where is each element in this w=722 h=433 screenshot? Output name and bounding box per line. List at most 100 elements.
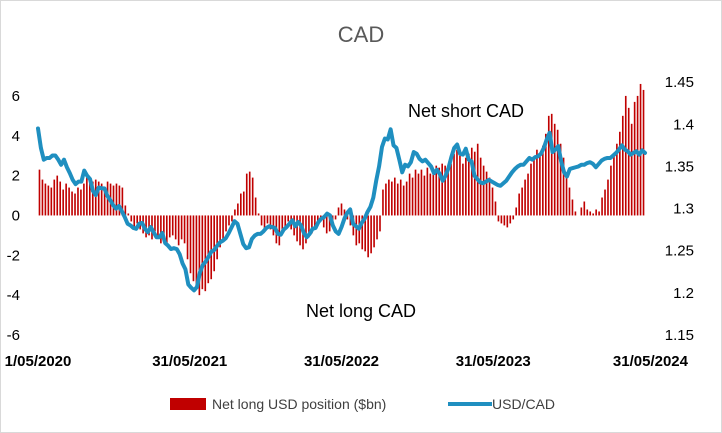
bar xyxy=(231,215,233,222)
bar xyxy=(373,215,375,248)
bar xyxy=(506,215,509,228)
bar xyxy=(124,205,127,216)
bar xyxy=(237,203,239,216)
bar xyxy=(619,131,621,216)
right-axis-ticks: 1.45 1.4 1.35 1.3 1.25 1.2 1.15 xyxy=(665,74,694,344)
bar xyxy=(207,215,210,284)
bar xyxy=(100,183,103,216)
bar xyxy=(337,207,340,216)
bar xyxy=(168,215,171,238)
bar xyxy=(103,187,106,216)
bar xyxy=(115,183,118,216)
bar xyxy=(322,215,325,228)
bar xyxy=(180,215,183,240)
bar xyxy=(254,197,257,216)
bar xyxy=(343,209,346,216)
bar xyxy=(59,181,62,216)
annotation-net-long: Net long CAD xyxy=(306,301,416,321)
bar xyxy=(163,215,165,242)
bar xyxy=(423,175,426,216)
bar xyxy=(396,183,399,216)
bar xyxy=(450,163,452,216)
bar xyxy=(269,215,272,230)
bar xyxy=(328,215,331,232)
chart-title: CAD xyxy=(338,22,384,47)
bar xyxy=(204,215,207,292)
bar xyxy=(553,123,556,216)
bar xyxy=(97,181,100,216)
bar xyxy=(459,155,461,216)
bar xyxy=(257,213,260,216)
right-tick-label: 1.45 xyxy=(665,74,694,91)
bar xyxy=(311,215,313,234)
bar xyxy=(453,153,455,216)
bar xyxy=(388,179,390,216)
bar xyxy=(248,171,251,216)
bar xyxy=(136,215,139,224)
usd-cad-line xyxy=(36,126,647,293)
legend-line-label: USD/CAD xyxy=(492,396,555,412)
bar xyxy=(462,163,464,216)
bar xyxy=(160,215,162,244)
bar xyxy=(242,191,245,216)
right-tick-label: 1.3 xyxy=(673,201,694,218)
bar xyxy=(497,215,500,222)
bar xyxy=(482,165,485,216)
bar xyxy=(210,215,213,280)
bar xyxy=(263,215,266,232)
bar xyxy=(468,153,470,216)
bar xyxy=(251,177,254,216)
bar xyxy=(340,203,343,216)
left-tick-label: -4 xyxy=(7,287,20,304)
bar xyxy=(53,179,56,216)
bar xyxy=(94,179,97,216)
x-tick-label: 31/05/2022 xyxy=(304,353,379,370)
bar xyxy=(536,149,538,216)
bar xyxy=(361,215,364,250)
bar xyxy=(308,215,310,238)
bar xyxy=(601,197,603,216)
bar xyxy=(539,153,541,216)
bar xyxy=(370,215,372,254)
bar xyxy=(50,187,53,216)
bar xyxy=(500,215,503,224)
bar xyxy=(314,215,316,228)
bar xyxy=(71,191,73,216)
bar xyxy=(219,215,221,248)
bar xyxy=(521,187,523,216)
bar xyxy=(305,215,307,244)
bar xyxy=(544,133,547,216)
bar xyxy=(518,193,520,216)
bar xyxy=(568,187,571,216)
bar xyxy=(127,213,130,216)
left-tick-label: -6 xyxy=(7,327,20,344)
bar xyxy=(441,163,443,216)
bar xyxy=(485,171,488,216)
bar xyxy=(299,215,301,246)
bar xyxy=(509,215,512,224)
x-tick-label: 31/05/2023 xyxy=(456,353,531,370)
bar xyxy=(515,207,518,216)
bar xyxy=(86,177,88,216)
bar xyxy=(89,179,91,216)
bar xyxy=(491,187,494,216)
bar xyxy=(62,189,64,216)
bar xyxy=(91,181,94,216)
bar xyxy=(432,169,435,216)
bar xyxy=(228,215,230,226)
legend-bar-swatch xyxy=(170,398,206,410)
left-tick-label: 6 xyxy=(12,88,20,105)
bar xyxy=(444,165,446,216)
bar xyxy=(68,187,70,216)
bar xyxy=(213,215,215,272)
bar xyxy=(130,215,133,222)
bar xyxy=(157,215,159,238)
bar xyxy=(385,183,387,216)
line-series xyxy=(36,126,647,293)
bar xyxy=(494,201,497,216)
bar xyxy=(621,115,624,216)
bar xyxy=(456,149,458,216)
bar xyxy=(148,215,150,236)
bar xyxy=(334,215,337,220)
